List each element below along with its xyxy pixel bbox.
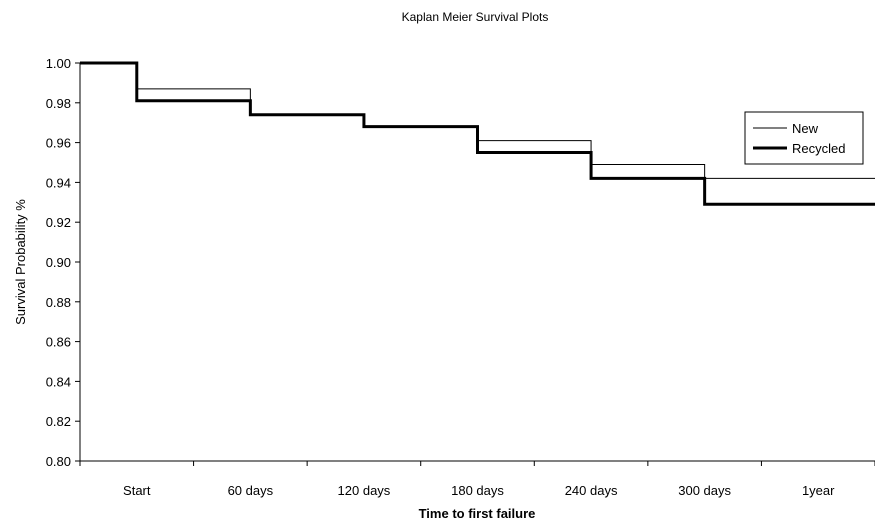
series-line-recycled xyxy=(80,61,875,206)
y-tick-label: 0.82 xyxy=(46,414,71,429)
y-tick-label: 0.98 xyxy=(46,96,71,111)
x-tick-label: 180 days xyxy=(451,483,504,498)
y-tick-label: 0.86 xyxy=(46,335,71,350)
legend-label: New xyxy=(792,121,819,136)
y-tick-label: 0.90 xyxy=(46,255,71,270)
chart-title: Kaplan Meier Survival Plots xyxy=(402,10,549,24)
x-tick-label: 120 days xyxy=(338,483,391,498)
y-tick-label: 0.94 xyxy=(46,175,71,190)
x-tick-label: 1year xyxy=(802,483,835,498)
y-tick-label: 0.84 xyxy=(46,374,71,389)
x-tick-label: 240 days xyxy=(565,483,618,498)
series-layer xyxy=(80,61,875,206)
x-tick-label: 300 days xyxy=(678,483,731,498)
x-tick-label: Start xyxy=(123,483,151,498)
y-tick-label: 0.92 xyxy=(46,215,71,230)
y-tick-label: 0.80 xyxy=(46,454,71,469)
legend: New Recycled xyxy=(744,111,864,165)
y-tick-label: 0.96 xyxy=(46,136,71,151)
legend-label: Recycled xyxy=(792,141,845,156)
legend-box xyxy=(744,111,864,165)
y-tick-label: 0.88 xyxy=(46,295,71,310)
axes: 0.80 0.82 0.84 0.86 0.88 0.90 0.92 0.94 0.96 0.98… xyxy=(46,56,875,498)
y-tick-label: 1.00 xyxy=(46,56,71,71)
x-tick-label: 60 days xyxy=(228,483,274,498)
y-axis-label: Survival Probability % xyxy=(13,199,28,325)
x-axis-label: Time to first failure xyxy=(419,506,536,521)
